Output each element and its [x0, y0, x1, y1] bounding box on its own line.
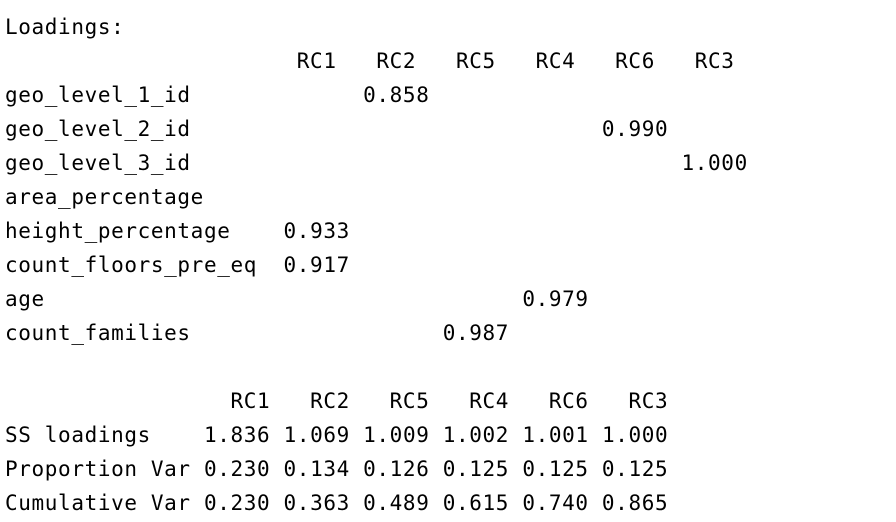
variance-column-header: RC4: [469, 389, 510, 413]
variance-column-header: RC5: [389, 389, 430, 413]
loadings-row-label: height_percentage: [5, 219, 231, 243]
loadings-row: count_families 0.987: [5, 316, 748, 350]
variance-header-row: RC1 RC2 RC5 RC4 RC6 RC3: [5, 384, 748, 418]
variance-value: 1.002: [442, 423, 510, 447]
variance-column-header: RC2: [310, 389, 350, 413]
variance-value: 0.865: [601, 491, 669, 515]
loadings-row: geo_level_2_id 0.990: [5, 112, 748, 146]
loadings-row: geo_level_3_id 1.000: [5, 146, 748, 180]
loadings-header-row: RC1 RC2 RC5 RC4 RC6 RC3: [5, 44, 748, 78]
loadings-row-label: geo_level_2_id: [5, 117, 191, 141]
loadings-row-label: count_families: [5, 321, 191, 345]
console-output: Loadings: RC1 RC2 RC5 RC4 RC6 RC3 geo_le…: [5, 10, 748, 520]
variance-row-label: SS loadings: [5, 423, 151, 447]
variance-value: 0.615: [442, 491, 510, 515]
loadings-row: height_percentage 0.933: [5, 214, 748, 248]
loadings-row: count_floors_pre_eq 0.917: [5, 248, 748, 282]
loadings-row: geo_level_1_id 0.858: [5, 78, 748, 112]
variance-value: 0.363: [283, 491, 350, 515]
loadings-title: Loadings:: [5, 10, 748, 44]
variance-value: 1.009: [363, 423, 430, 447]
loading-value: 1.000: [681, 151, 748, 175]
loading-value: 0.987: [442, 321, 510, 345]
variance-value: 0.489: [363, 491, 430, 515]
variance-value: 1.069: [283, 423, 350, 447]
variance-row: Proportion Var 0.230 0.134 0.126 0.125 0…: [5, 452, 748, 486]
variance-row: SS loadings 1.836 1.069 1.009 1.002 1.00…: [5, 418, 748, 452]
loading-value: 0.858: [363, 83, 430, 107]
loadings-row-label: age: [5, 287, 45, 311]
variance-value: 1.001: [522, 423, 589, 447]
loading-value: 0.979: [522, 287, 589, 311]
loading-value: 0.933: [283, 219, 350, 243]
loadings-row-label: geo_level_1_id: [5, 83, 191, 107]
loadings-column-header: RC4: [535, 49, 576, 73]
loadings-row: area_percentage: [5, 180, 748, 214]
variance-column-header: RC1: [230, 389, 271, 413]
loadings-row-label: area_percentage: [5, 185, 204, 209]
variance-value: 0.125: [522, 457, 589, 481]
loadings-row-label: geo_level_3_id: [5, 151, 191, 175]
variance-value: 1.000: [601, 423, 669, 447]
loading-value: 0.990: [601, 117, 669, 141]
loadings-column-header: RC6: [615, 49, 655, 73]
variance-value: 0.230: [203, 457, 271, 481]
blank-line: [5, 350, 748, 384]
variance-value: 0.125: [601, 457, 669, 481]
variance-row-label: Cumulative Var: [5, 491, 191, 515]
loadings-title: Loadings:: [5, 15, 125, 39]
loading-value: 0.917: [283, 253, 350, 277]
variance-column-header: RC6: [548, 389, 589, 413]
loadings-column-header: RC5: [455, 49, 496, 73]
variance-value: 0.126: [363, 457, 430, 481]
variance-value: 0.134: [283, 457, 350, 481]
variance-value: 0.740: [522, 491, 589, 515]
loadings-column-header: RC3: [694, 49, 735, 73]
loadings-row-label: count_floors_pre_eq: [5, 253, 257, 277]
variance-row: Cumulative Var 0.230 0.363 0.489 0.615 0…: [5, 486, 748, 520]
loadings-column-header: RC2: [376, 49, 417, 73]
loadings-row: age 0.979: [5, 282, 748, 316]
variance-value: 1.836: [203, 423, 271, 447]
variance-value: 0.230: [203, 491, 271, 515]
loadings-column-header: RC1: [296, 49, 337, 73]
variance-value: 0.125: [442, 457, 510, 481]
variance-column-header: RC3: [628, 389, 669, 413]
variance-row-label: Proportion Var: [5, 457, 191, 481]
